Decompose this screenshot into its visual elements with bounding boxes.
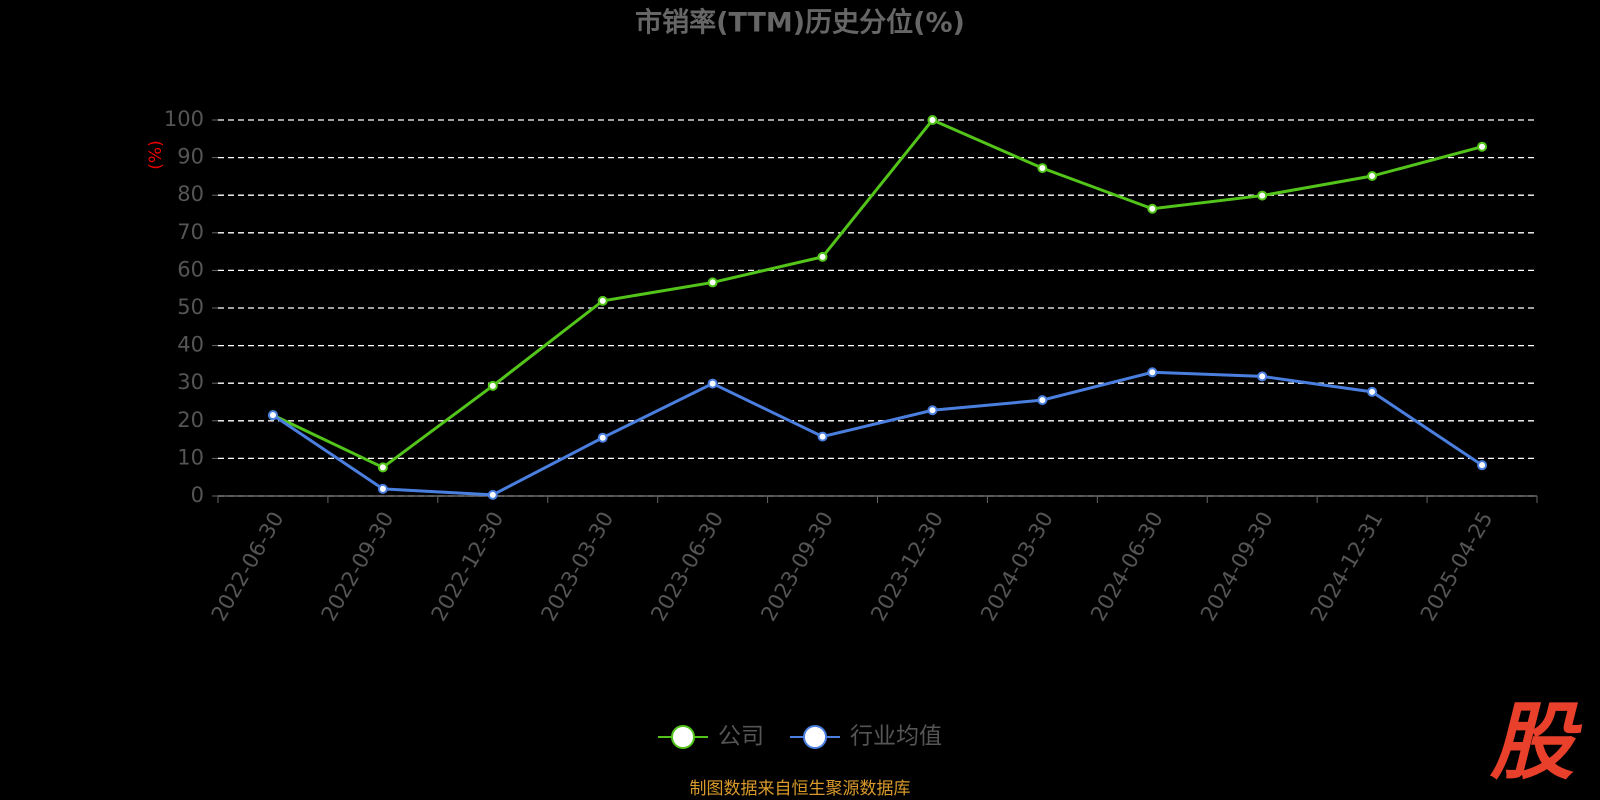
data-point [1367, 386, 1378, 397]
data-point [267, 410, 278, 421]
data-point [1477, 460, 1488, 471]
logo: 股 [1489, 693, 1583, 791]
data-point [817, 431, 828, 442]
y-tick-label: 60 [177, 257, 204, 281]
y-tick-label: 80 [177, 182, 204, 206]
y-tick-label: 0 [191, 483, 204, 507]
series-line [272, 118, 1483, 470]
data-point [1037, 163, 1048, 174]
data-point [707, 378, 718, 389]
y-axis-label: (%) [146, 140, 166, 169]
legend-marker [803, 725, 827, 749]
data-point [707, 277, 718, 288]
y-tick-label: 70 [177, 220, 204, 244]
source-note: 制图数据来自恒生聚源数据库 [690, 779, 911, 799]
data-point [1147, 367, 1158, 378]
legend-label: 行业均值 [850, 724, 942, 750]
series-line [272, 370, 1483, 497]
legend-marker [671, 725, 695, 749]
y-tick-label: 90 [177, 145, 204, 169]
data-point [1257, 371, 1268, 382]
chart-title: 市销率(TTM)历史分位(%) [635, 7, 965, 39]
data-point [927, 405, 938, 416]
y-tick-label: 100 [164, 107, 204, 131]
data-point [1257, 190, 1268, 201]
y-tick-label: 50 [177, 295, 204, 319]
y-tick-label: 10 [177, 445, 204, 469]
data-point [1037, 395, 1048, 406]
y-tick-label: 40 [177, 333, 204, 357]
data-point [377, 483, 388, 494]
data-point [487, 380, 498, 391]
data-point [927, 115, 938, 125]
data-point [817, 251, 828, 262]
y-tick-label: 30 [177, 370, 204, 394]
data-point [597, 432, 608, 443]
data-point [1477, 141, 1488, 152]
data-point [377, 462, 388, 473]
y-tick-label: 20 [177, 408, 204, 432]
data-point [487, 489, 498, 500]
legend-label: 公司 [718, 724, 764, 750]
data-point [597, 295, 608, 306]
data-point [1147, 203, 1158, 214]
data-point [1367, 171, 1378, 182]
